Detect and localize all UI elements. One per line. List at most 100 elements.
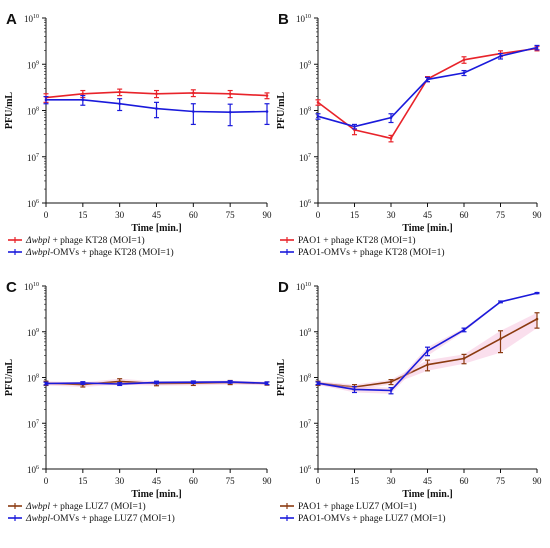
data-point	[389, 380, 393, 384]
legend-entry: PAO1 + phage LUZ7 (MOI=1)	[298, 501, 417, 512]
data-point	[192, 91, 195, 95]
data-point	[499, 54, 502, 58]
x-tick-label: 45	[152, 210, 162, 220]
data-point	[499, 300, 502, 304]
x-tick-label: 0	[44, 476, 49, 486]
data-point	[228, 380, 232, 384]
data-point	[81, 92, 85, 96]
panel-letter: C	[6, 279, 17, 296]
panel-letter: B	[278, 11, 289, 28]
y-tick-label: 106	[299, 199, 311, 209]
x-axis-label: Time [min.]	[402, 489, 452, 500]
x-tick-label: 0	[316, 476, 321, 486]
x-tick-label: 30	[115, 476, 125, 486]
data-point	[316, 381, 320, 385]
panel-b: B 106 107 108 109 1010 0 15 30 45 60 75 90 Time [min.…	[276, 11, 542, 258]
data-point	[426, 363, 429, 367]
y-tick-label: 109	[299, 328, 311, 338]
x-tick-label: 30	[387, 210, 397, 220]
x-tick-label: 75	[226, 210, 236, 220]
data-point	[265, 94, 269, 97]
data-point	[316, 101, 320, 104]
data-point	[155, 92, 158, 96]
data-point	[462, 71, 466, 75]
y-axis-label: PFU/mL	[4, 92, 15, 130]
series-2: PAO1-OMVs + phage LUZ7 (MOI=1)	[280, 291, 540, 524]
data-point	[462, 357, 466, 360]
x-tick-label: 0	[316, 210, 321, 220]
data-point	[499, 337, 502, 341]
x-tick-label: 90	[533, 476, 543, 486]
series-line	[317, 46, 538, 128]
data-point	[426, 78, 429, 81]
data-point	[81, 381, 85, 385]
x-axis-label: Time [min.]	[131, 489, 181, 500]
data-point	[265, 381, 269, 385]
x-tick-label: 45	[423, 210, 433, 220]
panel-letter: A	[6, 11, 17, 28]
x-tick-label: 60	[189, 210, 199, 220]
y-tick-label: 1010	[296, 14, 311, 24]
legend-entry: Δwbpl + phage KT28 (MOI=1)	[25, 235, 145, 246]
data-point	[462, 58, 466, 62]
y-tick-label: 106	[27, 465, 39, 475]
x-tick-label: 15	[78, 476, 88, 486]
data-point	[118, 382, 121, 386]
x-tick-label: 15	[350, 476, 360, 486]
data-point	[535, 46, 539, 49]
x-tick-label: 75	[496, 476, 506, 486]
data-point	[44, 98, 48, 102]
y-tick-label: 107	[299, 419, 311, 429]
data-point	[81, 98, 85, 102]
y-tick-label: 106	[27, 199, 39, 209]
panel-letter: D	[278, 279, 289, 296]
series-2: Δwbpl-OMVs + phage LUZ7 (MOI=1)	[8, 380, 270, 524]
x-axis-label: Time [min.]	[402, 223, 452, 234]
x-tick-label: 60	[460, 210, 470, 220]
y-tick-label: 107	[27, 153, 39, 163]
data-point	[316, 114, 320, 118]
data-point	[228, 110, 232, 114]
x-tick-label: 15	[350, 210, 360, 220]
x-tick-label: 0	[44, 210, 49, 220]
panel-a: A 106 107 108 109 1010 0 15 30 45 60 75 90 Time [min.…	[4, 11, 272, 258]
data-point	[426, 349, 429, 353]
y-tick-label: 109	[27, 60, 39, 70]
x-tick-label: 30	[387, 476, 397, 486]
y-tick-label: 107	[27, 419, 39, 429]
data-point	[44, 382, 48, 385]
data-point	[192, 110, 195, 113]
y-tick-label: 109	[27, 328, 39, 338]
y-axis-label: PFU/mL	[276, 92, 287, 130]
legend-entry: Δwbpl-OMVs + phage LUZ7 (MOI=1)	[25, 513, 175, 524]
y-axis-label: PFU/mL	[276, 359, 287, 397]
data-point	[389, 116, 393, 119]
data-point	[118, 90, 121, 94]
x-tick-label: 90	[263, 210, 273, 220]
x-tick-label: 75	[496, 210, 506, 220]
x-tick-label: 90	[263, 476, 273, 486]
panel-d: D 106 107 108 109 1010 0 15 30 45 60 75 90 Time [min.…	[276, 279, 542, 524]
data-point	[462, 328, 466, 332]
legend-entry: Δwbpl-OMVs + phage KT28 (MOI=1)	[25, 247, 174, 258]
x-tick-label: 15	[78, 210, 88, 220]
legend-entry: Δwbpl + phage LUZ7 (MOI=1)	[25, 501, 146, 512]
data-point	[155, 381, 158, 384]
x-tick-label: 30	[115, 210, 125, 220]
data-point	[192, 380, 195, 384]
data-point	[265, 110, 269, 113]
x-tick-label: 60	[460, 476, 470, 486]
y-tick-label: 1010	[24, 282, 39, 292]
panel-c: C 106 107 108 109 1010 0 15 30 45 60 75 90 Time [min.…	[4, 279, 272, 524]
data-point	[155, 107, 158, 110]
y-tick-label: 107	[299, 153, 311, 163]
x-tick-label: 45	[423, 476, 433, 486]
y-tick-label: 1010	[296, 282, 311, 292]
y-tick-label: 108	[27, 107, 39, 117]
series-2: PAO1-OMVs + phage KT28 (MOI=1)	[280, 44, 540, 258]
y-tick-label: 109	[299, 60, 311, 70]
data-point	[228, 92, 232, 96]
legend-entry: PAO1 + phage KT28 (MOI=1)	[298, 235, 416, 246]
x-tick-label: 75	[226, 476, 236, 486]
y-tick-label: 106	[299, 465, 311, 475]
